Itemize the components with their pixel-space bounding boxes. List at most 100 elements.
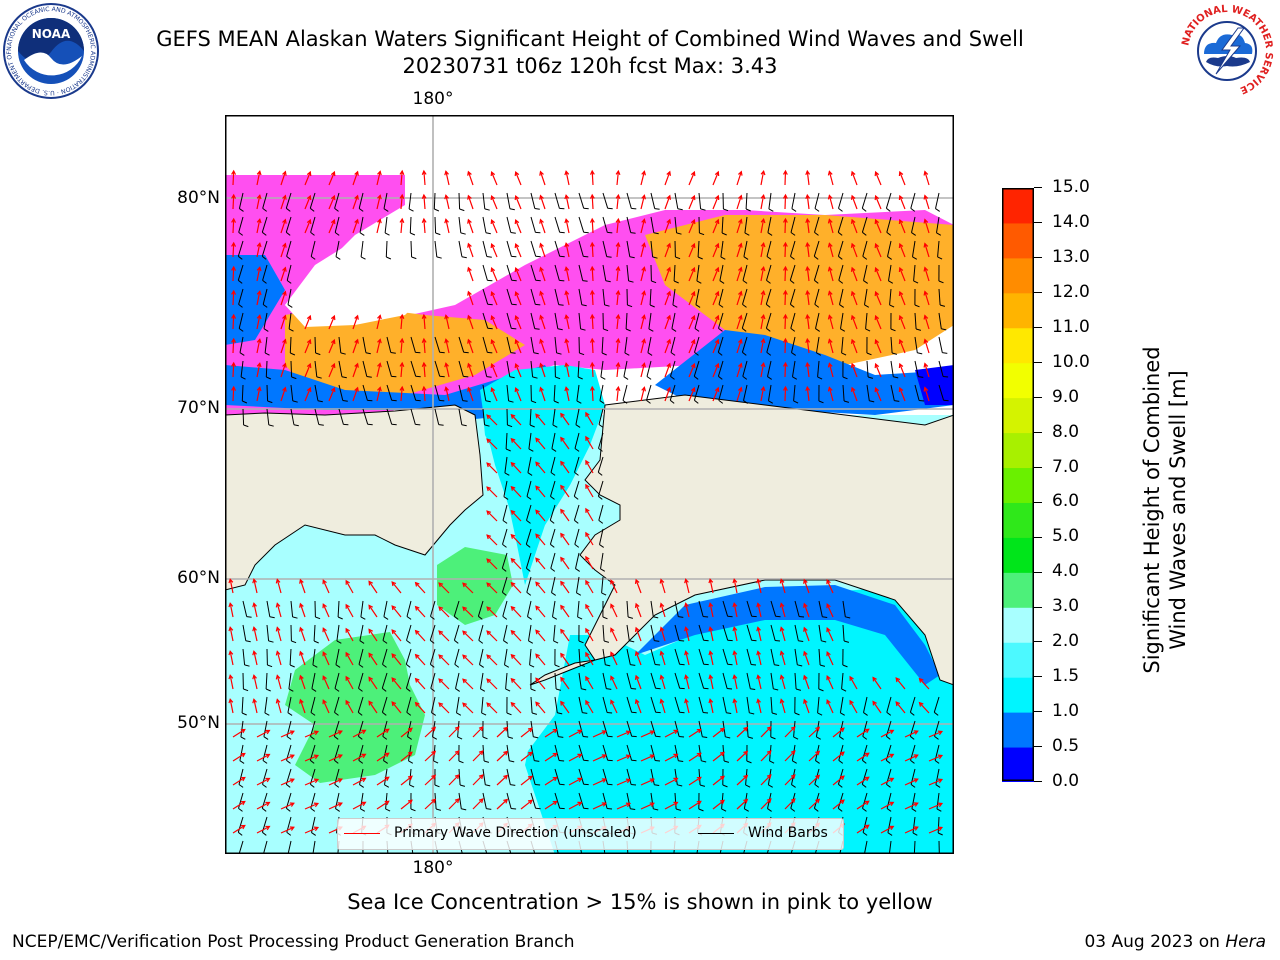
wind-barb-flag — [558, 736, 564, 738]
wave-direction-arrow — [806, 267, 810, 282]
wave-direction-arrowhead — [923, 266, 929, 272]
wave-direction-arrow — [229, 699, 234, 714]
wave-zone-0p5-1-far-west — [225, 255, 285, 345]
wave-direction-arrow — [299, 627, 306, 642]
wind-barb-flag — [672, 304, 678, 308]
wind-barb-staff — [861, 216, 868, 233]
wave-direction-arrow — [256, 387, 261, 402]
wave-direction-arrow — [875, 387, 882, 402]
wind-barb-staff — [650, 192, 656, 209]
wave-direction-arrow — [515, 363, 522, 378]
wind-barb-flag — [725, 736, 731, 739]
wind-barb-flag — [910, 760, 915, 764]
wind-barb-flag — [286, 760, 291, 764]
wind-barb-staff — [862, 792, 868, 809]
wave-direction-arrow — [875, 267, 882, 282]
wave-direction-arrow — [256, 729, 270, 738]
wave-direction-arrowhead — [560, 604, 565, 610]
wind-barb-flag — [530, 688, 536, 692]
wind-barb-staff — [530, 264, 537, 281]
wind-barb-staff — [454, 648, 460, 665]
wave-direction-arrow — [328, 363, 335, 378]
wave-direction-arrowhead — [779, 626, 785, 632]
wave-direction-arrowhead — [414, 677, 420, 683]
wind-barb-staff — [911, 216, 916, 233]
wave-direction-arrowhead — [684, 698, 689, 704]
wind-barb-flag — [792, 760, 797, 764]
wind-barb-flag — [508, 400, 514, 403]
wave-direction-arrow — [928, 730, 943, 738]
wind-barb-staff — [841, 336, 844, 353]
wind-barb-flag — [415, 423, 421, 426]
wind-barb-staff — [914, 312, 917, 330]
wind-barb-staff — [650, 720, 657, 737]
wind-barb-flag — [526, 519, 531, 524]
wave-direction-arrow — [304, 778, 319, 786]
wave-direction-arrowhead — [486, 702, 492, 708]
wave-direction-arrowhead — [345, 579, 350, 585]
wind-barb-flag — [910, 208, 916, 212]
wind-barb-flag — [813, 255, 819, 260]
colorbar-tick-mark — [1034, 676, 1042, 678]
wave-direction-arrow — [510, 678, 522, 690]
wave-direction-arrowhead — [937, 778, 944, 784]
wind-barb-flag — [287, 712, 293, 716]
wind-barb-flag — [790, 808, 796, 812]
wave-direction-arrowhead — [444, 218, 449, 224]
wind-barb-flag — [456, 712, 462, 716]
wave-direction-arrowhead — [265, 825, 271, 831]
wind-barb-staff — [674, 672, 681, 689]
wind-barb-staff — [286, 264, 292, 281]
wind-barb-flag — [891, 352, 898, 355]
wave-direction-arrowhead — [743, 726, 749, 732]
wave-direction-arrow — [664, 753, 678, 762]
wind-barb-flag — [553, 640, 559, 644]
wave-direction-arrowhead — [467, 338, 472, 344]
wave-direction-arrowhead — [937, 802, 944, 808]
wave-direction-arrow — [760, 750, 772, 762]
wave-direction-arrowhead — [486, 510, 492, 516]
wind-barb-flag — [527, 472, 533, 476]
wave-direction-arrowhead — [850, 314, 856, 320]
wind-barb-flag — [408, 760, 414, 764]
wind-barb-flag — [934, 736, 939, 740]
wind-barb-staff — [938, 360, 944, 377]
wave-direction-arrowhead — [641, 242, 646, 248]
wind-barb-staff — [288, 672, 292, 689]
wave-direction-arrow — [535, 509, 546, 522]
wave-direction-arrowhead — [391, 701, 397, 707]
wave-direction-arrowhead — [478, 750, 484, 756]
wind-barb-flag — [340, 352, 346, 355]
wind-barb-flag — [293, 424, 299, 427]
wind-barb-staff — [650, 696, 657, 713]
wave-direction-arrowhead — [714, 386, 720, 393]
wave-direction-arrow — [640, 363, 645, 378]
colorbar-tick-mark — [1034, 746, 1042, 748]
wind-barb-staff — [936, 792, 940, 809]
wave-direction-arrowhead — [275, 578, 281, 584]
wave-direction-arrowhead — [414, 653, 420, 659]
wave-direction-arrow — [664, 315, 671, 330]
wind-barb-flag — [598, 495, 603, 500]
wave-direction-arrow — [328, 195, 335, 210]
wind-barb-staff — [818, 624, 822, 641]
wave-direction-arrow — [510, 558, 522, 570]
wave-direction-arrow — [415, 678, 426, 690]
wave-direction-arrow — [664, 801, 678, 810]
wave-direction-arrow — [253, 651, 258, 666]
wind-barb-staff — [698, 192, 702, 209]
wind-barb-flag — [534, 328, 540, 330]
wave-direction-arrowhead — [438, 606, 444, 612]
wind-barb-flag — [917, 352, 923, 355]
wind-barb-flag — [631, 207, 637, 210]
wind-barb-staff — [239, 336, 244, 353]
wind-barb-flag — [358, 688, 363, 692]
wave-direction-arrowhead — [330, 170, 336, 177]
wind-barb-flag — [243, 688, 249, 692]
wind-barb-staff — [551, 576, 556, 593]
wind-barb-staff — [791, 336, 796, 353]
wind-barb-flag — [655, 664, 661, 666]
legend-barb-line — [698, 832, 734, 834]
wind-barb-flag — [694, 328, 700, 332]
wave-direction-arrowhead — [306, 314, 312, 321]
